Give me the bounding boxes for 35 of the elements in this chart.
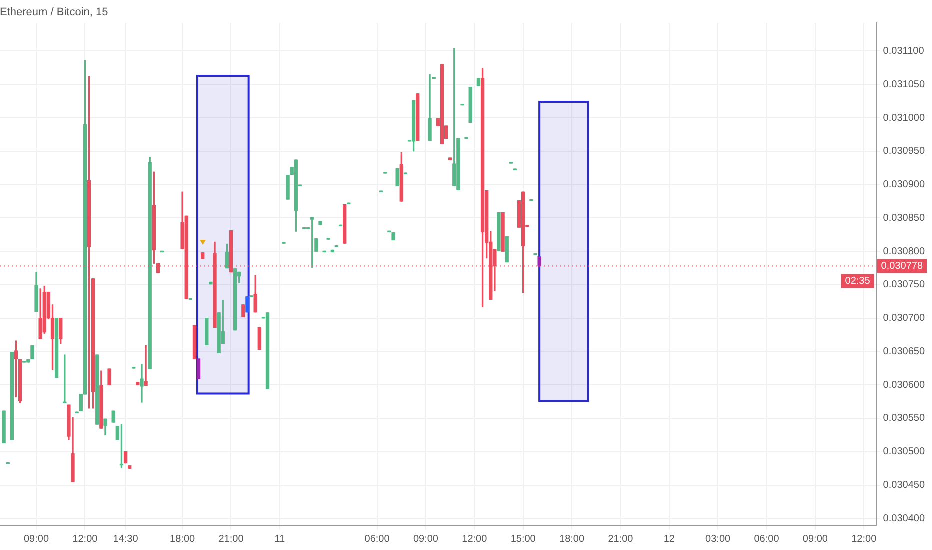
y-tick-label: 0.030600 [883, 380, 926, 391]
y-tick-label: 0.030650 [883, 346, 926, 358]
y-tick-label: 0.030800 [883, 246, 926, 258]
y-tick-label: 0.030900 [883, 180, 926, 191]
y-tick-label: 0.030950 [883, 146, 926, 158]
x-tick-label: 15:00 [510, 534, 536, 545]
x-tick-label: 18:00 [560, 534, 585, 545]
x-tick-label: 09:00 [802, 534, 828, 545]
x-tick-label: 06:00 [754, 534, 780, 545]
y-tick-label: 0.030550 [883, 413, 926, 424]
x-tick-label: 21:00 [608, 534, 634, 545]
x-tick-label: 06:00 [364, 534, 390, 545]
x-tick-label: 12 [664, 534, 676, 545]
x-tick-label: 18:00 [170, 534, 196, 545]
y-tick-label: 0.030450 [883, 480, 926, 492]
chart-title: Ethereum / Bitcoin, 15 [0, 6, 108, 19]
y-tick-label: 0.030750 [883, 280, 926, 291]
y-tick-label: 0.030700 [883, 313, 926, 324]
y-tick-label: 0.031000 [883, 112, 926, 124]
x-tick-label: 09:00 [413, 534, 439, 545]
x-tick-label: 12:00 [462, 534, 488, 545]
x-tick-label: 12:00 [852, 534, 878, 545]
y-tick-label: 0.030850 [883, 212, 926, 224]
annotation: 02:35 [845, 276, 871, 288]
x-tick-label: 03:00 [706, 534, 732, 545]
y-tick-label: 0.030500 [883, 446, 926, 458]
x-tick-label: 09:00 [24, 534, 50, 545]
x-tick-label: 11 [274, 534, 286, 545]
y-tick-label: 0.031100 [883, 46, 925, 57]
x-tick-label: 21:00 [218, 534, 244, 545]
y-tick-label: 0.030400 [883, 513, 926, 524]
x-tick-label: 14:30 [113, 534, 139, 545]
ref-line-label: 0.030778 [881, 261, 924, 272]
y-tick-label: 0.031050 [883, 79, 926, 90]
x-tick-label: 12:00 [72, 534, 98, 545]
